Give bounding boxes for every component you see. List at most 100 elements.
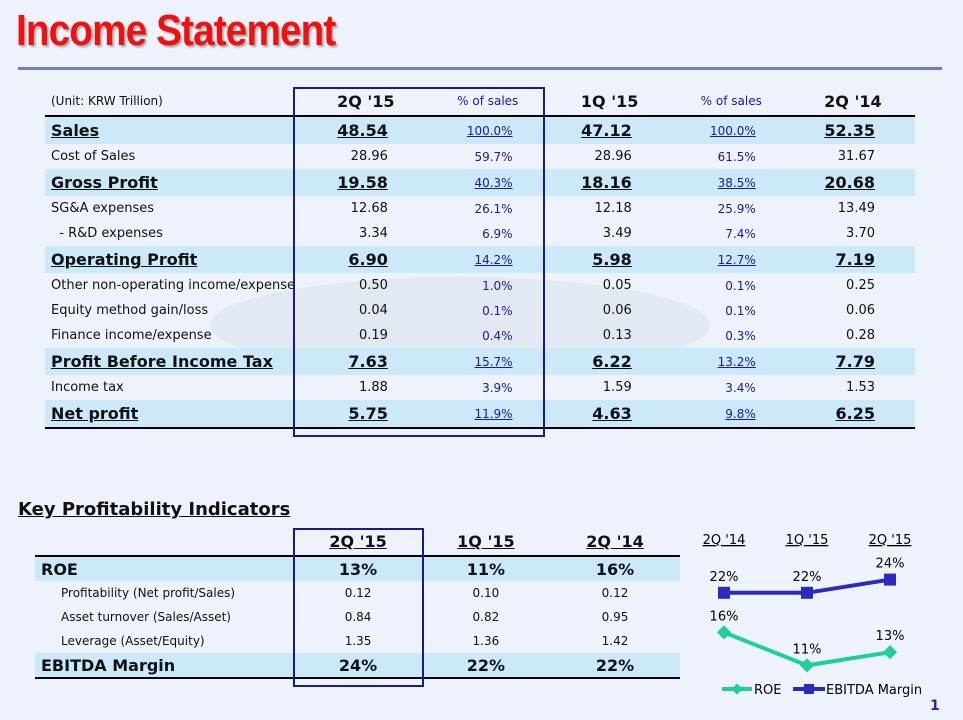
value: 7.63: [303, 348, 428, 375]
value: 0.28: [846, 328, 875, 343]
value: 1.88: [358, 380, 388, 395]
row-label: SG&A expenses: [51, 201, 154, 216]
data-label: 13%: [876, 629, 905, 644]
percent-of-sales: 11.9%: [427, 400, 548, 428]
table-row: ROE 13% 11% 16%: [35, 556, 680, 581]
row-label: Gross Profit: [45, 169, 304, 196]
percent-of-sales: 100.0%: [671, 116, 791, 144]
table-row: Equity method gain/loss 0.04 0.1% 0.06 0.1% 0…: [45, 298, 915, 323]
percent-of-sales: 7.4%: [725, 226, 756, 241]
blank-header: [35, 528, 295, 557]
data-point: [716, 625, 732, 640]
value: 0.05: [602, 278, 632, 293]
value: 47.12: [547, 116, 672, 144]
percent-of-sales: 61.5%: [717, 149, 756, 164]
percent-of-sales: 26.1%: [474, 201, 513, 216]
value: 1.36: [472, 634, 500, 648]
table-row: Net profit 5.75 11.9% 4.63 9.8% 6.25: [45, 400, 915, 428]
legend-roe-marker: [731, 683, 743, 695]
value: 28.96: [594, 149, 632, 164]
percent-of-sales: 3.4%: [725, 380, 756, 395]
data-point: [882, 645, 898, 660]
kpi-table: 2Q '15 1Q '15 2Q '14 ROE 13% 11% 16% Profitabil…: [35, 528, 680, 679]
row-label: Net profit: [45, 400, 304, 428]
row-label: Sales: [45, 116, 304, 144]
header-row: (Unit: KRW Trillion) 2Q '15 % of sales 1Q '…: [45, 87, 915, 117]
table-row: Profit Before Income Tax 7.63 15.7% 6.22 13.…: [45, 348, 915, 375]
data-label: 16%: [710, 609, 739, 624]
value: 5.98: [547, 246, 672, 273]
percent-of-sales: 38.5%: [671, 169, 791, 196]
unit-label: (Unit: KRW Trillion): [45, 87, 304, 117]
value: 20.68: [790, 169, 915, 196]
profitability-line-chart: 2Q '14 1Q '15 2Q '15 16% 11% 13% 22% 22% 24% ROE E…: [703, 533, 923, 698]
column-header: % of sales: [671, 87, 791, 117]
data-point: [718, 586, 730, 599]
value: 1.53: [846, 380, 875, 395]
row-label: Profitability (Net profit/Sales): [61, 586, 236, 600]
legend-ebitda-marker: [804, 684, 814, 694]
table-row: Cost of Sales 28.96 59.7% 28.96 61.5% 31.67: [45, 144, 915, 169]
percent-of-sales: 100.0%: [427, 116, 548, 144]
title-divider: [18, 67, 942, 70]
value: 3.70: [846, 226, 875, 241]
row-label: Finance income/expense: [51, 328, 212, 343]
percent-of-sales: 0.1%: [725, 303, 756, 318]
value: 7.79: [790, 348, 915, 375]
value: 13.49: [837, 201, 875, 216]
x-tick-label: 2Q '14: [703, 533, 746, 548]
percent-of-sales: 12.7%: [671, 246, 791, 273]
table-row: - R&D expenses 3.34 6.9% 3.49 7.4% 3.70: [45, 221, 915, 246]
column-header: 2Q '15: [303, 87, 428, 117]
table-row: Profitability (Net profit/Sales) 0.12 0.10…: [35, 581, 680, 605]
data-point: [799, 658, 815, 673]
value: 12.68: [350, 201, 388, 216]
header-row: 2Q '15 1Q '15 2Q '14: [35, 528, 680, 557]
value: 16%: [550, 556, 680, 581]
value: 4.63: [547, 400, 672, 428]
data-label: 24%: [876, 557, 905, 572]
percent-of-sales: 59.7%: [474, 149, 513, 164]
value: 52.35: [790, 116, 915, 144]
row-label: Other non-operating income/expense: [51, 278, 295, 293]
value: 24%: [294, 653, 422, 678]
value: 48.54: [303, 116, 428, 144]
data-label: 22%: [710, 570, 739, 585]
value: 1.59: [602, 380, 632, 395]
value: 6.90: [303, 246, 428, 273]
percent-of-sales: 0.1%: [482, 303, 513, 318]
value: 6.22: [547, 348, 672, 375]
value: 0.12: [601, 586, 629, 600]
value: 3.34: [358, 226, 388, 241]
table-row: EBITDA Margin 24% 22% 22%: [35, 653, 680, 678]
row-label: ROE: [35, 556, 295, 581]
value: 0.95: [601, 610, 629, 624]
value: 19.58: [303, 169, 428, 196]
value: 0.84: [344, 610, 372, 624]
percent-of-sales: 15.7%: [427, 348, 548, 375]
value: 1.35: [344, 634, 372, 648]
percent-of-sales: 3.9%: [482, 380, 513, 395]
value: 0.06: [846, 303, 875, 318]
income-statement-table: (Unit: KRW Trillion) 2Q '15 % of sales 1Q '…: [45, 87, 915, 429]
value: 11%: [421, 556, 551, 581]
row-label: EBITDA Margin: [35, 653, 295, 678]
value: 0.12: [344, 586, 372, 600]
percent-of-sales: 13.2%: [671, 348, 791, 375]
column-header: 1Q '15: [547, 87, 672, 117]
value: 5.75: [303, 400, 428, 428]
value: 0.04: [358, 303, 388, 318]
table-row: Income tax 1.88 3.9% 1.59 3.4% 1.53: [45, 375, 915, 400]
page-number: 1: [930, 698, 940, 714]
table-row: Other non-operating income/expense 0.50 1.…: [45, 273, 915, 298]
value: 0.06: [602, 303, 632, 318]
value: 22%: [550, 653, 680, 678]
value: 7.19: [790, 246, 915, 273]
percent-of-sales: 0.4%: [482, 328, 513, 343]
value: 3.49: [602, 226, 632, 241]
x-tick-label: 1Q '15: [786, 533, 829, 548]
data-point: [884, 573, 896, 586]
table-row: Leverage (Asset/Equity) 1.35 1.36 1.42: [35, 629, 680, 653]
data-label: 22%: [793, 570, 822, 585]
value: 1.42: [601, 634, 629, 648]
